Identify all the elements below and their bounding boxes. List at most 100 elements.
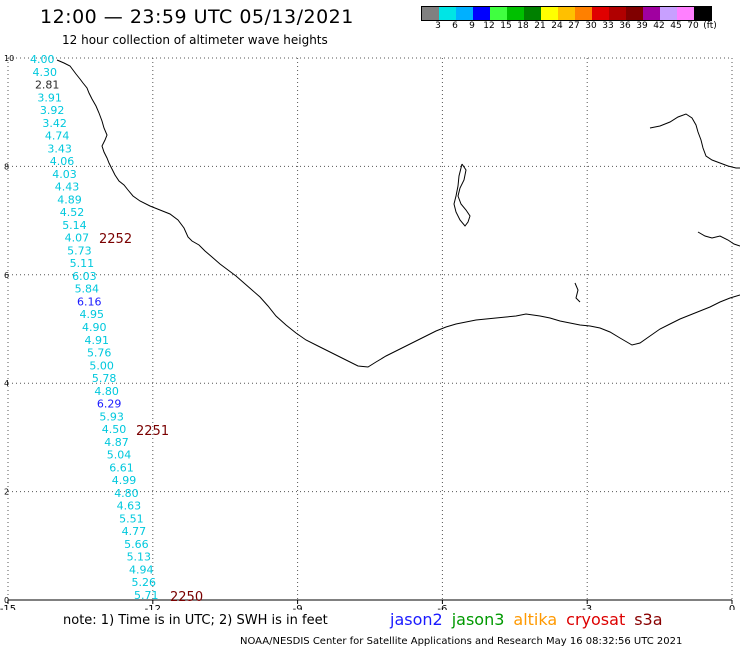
color-scale-label: 45 [670, 21, 682, 31]
satellite-legend: jason2 jason3 altika cryosat s3a [390, 610, 672, 629]
color-scale-label: 21 [534, 21, 546, 31]
color-scale-label: 42 [653, 21, 665, 31]
wave-height-label: 6.03 [72, 270, 97, 283]
wave-height-label: 4.03 [52, 168, 77, 181]
color-scale-label: 3 [435, 21, 441, 31]
wave-height-label: 5.00 [89, 359, 114, 372]
wave-height-label: 4.95 [80, 308, 105, 321]
wave-height-label: 4.74 [45, 130, 70, 143]
color-swatch [660, 7, 677, 20]
color-scale-label: 27 [568, 21, 580, 31]
y-tick-label: 10 [4, 54, 14, 63]
color-swatch [609, 7, 626, 20]
wave-height-label: 4.52 [60, 206, 85, 219]
legend-item-jason3: jason3 [451, 610, 505, 629]
color-swatch [643, 7, 660, 20]
wave-height-label: 5.51 [119, 512, 143, 525]
wave-height-label: 6.29 [97, 398, 122, 411]
color-swatch [456, 7, 473, 20]
x-tick-label: -6 [437, 604, 447, 610]
color-scale-bar [421, 6, 712, 21]
color-scale-label: (ft) [703, 21, 717, 31]
grid-lines [7, 57, 733, 604]
color-swatch [575, 7, 592, 20]
wave-height-label: 4.94 [129, 563, 154, 576]
wave-height-label: 5.93 [99, 410, 124, 423]
coastline-cape [574, 282, 581, 303]
wave-height-label: 4.80 [114, 487, 139, 500]
color-swatch [677, 7, 694, 20]
wave-height-label: 4.89 [57, 193, 82, 206]
color-scale-label: 12 [483, 21, 495, 31]
time-labels: 2252 2251 2250 [99, 232, 203, 605]
wave-height-label: 4.90 [82, 321, 107, 334]
wave-height-labels: 4.004.302.813.913.923.424.743.434.064.03… [30, 53, 159, 602]
wave-height-label: 3.42 [42, 117, 67, 130]
map-title: 12:00 — 23:59 UTC 05/13/2021 [40, 6, 354, 28]
wave-height-label: 4.91 [84, 334, 109, 347]
wave-height-label: 4.50 [102, 423, 127, 436]
wave-height-label: 4.99 [112, 474, 137, 487]
x-tick-label: -3 [582, 604, 592, 610]
wave-height-label: 5.13 [127, 551, 152, 564]
wave-height-label: 3.91 [37, 91, 62, 104]
color-scale-label: 70 [687, 21, 699, 31]
legend-item-s3a: s3a [634, 610, 663, 629]
color-scale-label: 6 [452, 21, 458, 31]
coastline [56, 59, 740, 368]
wave-height-label: 4.63 [117, 500, 141, 513]
color-scale-label: 18 [517, 21, 529, 31]
wave-height-label: 5.73 [67, 244, 92, 257]
credit-footer: NOAA/NESDIS Center for Satellite Applica… [240, 636, 683, 647]
wave-height-label: 4.80 [94, 385, 119, 398]
color-swatch [473, 7, 490, 20]
color-scale-label: 36 [619, 21, 631, 31]
map-subtitle: 12 hour collection of altimeter wave hei… [62, 33, 328, 47]
wave-height-label: 5.04 [107, 449, 132, 462]
coastline-island [453, 163, 471, 227]
wave-height-label: 4.43 [55, 181, 79, 194]
wave-height-label: 4.87 [104, 436, 128, 449]
x-tick-label: -12 [145, 604, 161, 610]
y-tick-label: 4 [4, 379, 9, 388]
color-swatch [507, 7, 524, 20]
coastline-east [697, 231, 740, 247]
color-swatch [592, 7, 609, 20]
legend-item-altika: altika [513, 610, 558, 629]
x-tick-label: -15 [0, 604, 16, 610]
color-scale-label: 39 [636, 21, 648, 31]
wave-height-label: 5.76 [87, 347, 112, 360]
pass-time-label: 2251 [136, 424, 169, 439]
coastline-main [56, 59, 740, 368]
wave-height-label: 5.71 [134, 589, 159, 602]
color-scale-labels: 3 6 9 12 15 18 21 24 27 30 33 36 39 42 45 70 (ft) [421, 21, 740, 33]
color-swatch [524, 7, 541, 20]
color-swatch [439, 7, 456, 20]
wave-height-label: 4.30 [32, 66, 57, 79]
wave-height-label: 3.92 [40, 104, 65, 117]
wave-height-label: 3.43 [47, 142, 71, 155]
x-tick-labels: -15 -12 -9 -6 -3 0 [0, 604, 735, 610]
coastline-northeast [649, 113, 740, 169]
color-swatch [541, 7, 558, 20]
units-note: note: 1) Time is in UTC; 2) SWH is in fe… [63, 613, 328, 628]
wave-height-label: 2.81 [35, 79, 60, 92]
x-tick-label: -9 [293, 604, 303, 610]
wave-height-label: 4.06 [50, 155, 75, 168]
color-scale-label: 33 [602, 21, 614, 31]
y-tick-label: 2 [4, 488, 9, 497]
color-swatch [490, 7, 507, 20]
x-tick-label: 0 [729, 604, 735, 610]
color-swatch [626, 7, 643, 20]
wave-height-label: 5.78 [92, 372, 117, 385]
wave-height-label: 4.77 [122, 525, 147, 538]
wave-height-label: 5.26 [132, 576, 157, 589]
color-scale-label: 30 [585, 21, 597, 31]
y-tick-labels: 0 2 4 6 8 10 [4, 54, 14, 605]
legend-item-cryosat: cryosat [566, 610, 626, 629]
color-scale-label: 15 [500, 21, 512, 31]
legend-item-jason2: jason2 [390, 610, 443, 629]
color-swatch [558, 7, 575, 20]
wave-height-label: 4.00 [30, 53, 55, 66]
